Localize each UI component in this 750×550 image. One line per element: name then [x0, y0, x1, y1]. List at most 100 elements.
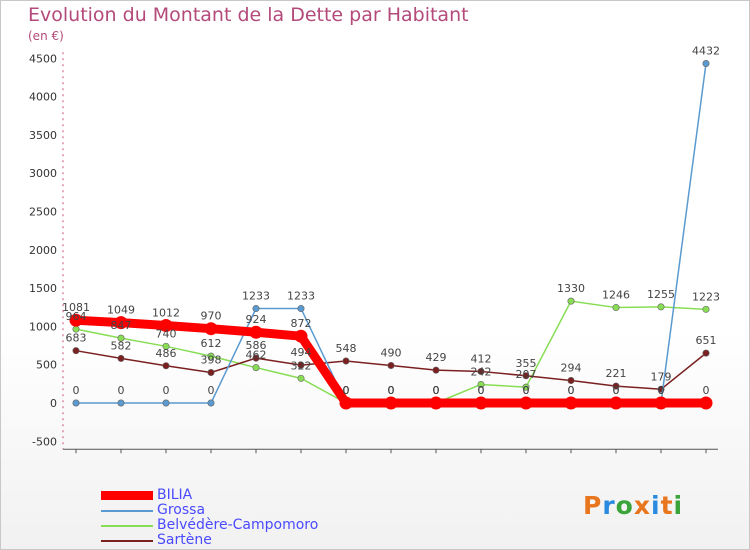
data-point [162, 399, 170, 407]
data-label: 355 [516, 357, 537, 370]
data-label: 1233 [242, 290, 270, 303]
y-tick-label: 1000 [29, 320, 57, 333]
data-point [612, 382, 620, 390]
data-point [387, 361, 395, 369]
data-label: 4432 [692, 45, 720, 58]
data-label: 494 [291, 346, 312, 359]
data-point [612, 304, 620, 312]
data-label: 0 [523, 384, 530, 397]
data-point [567, 376, 575, 384]
data-label: 847 [111, 319, 132, 332]
data-label: 242 [471, 365, 492, 378]
data-point [204, 322, 218, 336]
data-label: 1255 [647, 288, 675, 301]
logo-letter: o [615, 491, 634, 520]
data-label: 0 [703, 384, 710, 397]
data-point [522, 383, 530, 391]
y-tick-label: -500 [32, 435, 57, 448]
data-label: 322 [291, 359, 312, 372]
legend-swatch [101, 491, 153, 500]
data-point [522, 372, 530, 380]
legend-item: Grossa [101, 503, 318, 518]
data-label: 0 [118, 384, 125, 397]
data-point [72, 347, 80, 355]
line-chart: -500 0 500 1000 1500 2000 2500 3000 3500 4000 4500… [29, 45, 720, 454]
data-point [654, 396, 668, 410]
chart-title: Evolution du Montant de la Dette par Hab… [28, 4, 469, 26]
data-label: 0 [163, 384, 170, 397]
data-point [162, 362, 170, 370]
data-label: 548 [336, 342, 357, 355]
data-point [252, 305, 260, 313]
logo-letter: x [633, 491, 651, 520]
data-label: 412 [471, 352, 492, 365]
y-tick-label: 4000 [29, 91, 57, 104]
data-label: 964 [66, 310, 87, 323]
data-label: 0 [658, 384, 665, 397]
data-point [297, 374, 305, 382]
data-label: 0 [478, 384, 485, 397]
data-label: 0 [478, 384, 485, 397]
data-point [297, 361, 305, 369]
data-label: 429 [426, 351, 447, 364]
data-label: 0 [568, 384, 575, 397]
data-point [117, 334, 125, 342]
chart-subtitle: (en €) [28, 29, 64, 43]
data-label: 0 [208, 384, 215, 397]
data-point [432, 366, 440, 374]
data-point [699, 396, 713, 410]
data-label: 294 [561, 361, 582, 374]
data-label: 586 [246, 339, 267, 352]
data-label: 683 [66, 332, 87, 345]
data-label: 0 [523, 384, 530, 397]
y-tick-label: 3500 [29, 129, 57, 142]
data-label: 221 [606, 367, 627, 380]
legend-item: Belvédère-Campomoro [101, 518, 318, 533]
data-point [609, 396, 623, 410]
y-tick-label: 1500 [29, 282, 57, 295]
data-point [342, 357, 350, 365]
data-label: 0 [343, 384, 350, 397]
data-point [474, 396, 488, 410]
data-label: 1049 [107, 304, 135, 317]
data-point [294, 329, 308, 343]
data-point [567, 297, 575, 305]
data-point [207, 369, 215, 377]
data-point [117, 399, 125, 407]
data-label: 207 [516, 368, 537, 381]
logo-letter: r [602, 491, 616, 520]
data-point [477, 367, 485, 375]
data-label: 0 [388, 384, 395, 397]
data-point [477, 380, 485, 388]
data-point [339, 396, 353, 410]
data-label: 0 [568, 384, 575, 397]
data-label: 872 [291, 317, 312, 330]
legend-swatch [101, 509, 153, 512]
data-label: 0 [433, 384, 440, 397]
data-label: 462 [246, 349, 267, 362]
data-label: 612 [201, 337, 222, 350]
data-label: 0 [343, 384, 350, 397]
data-label: 1223 [692, 290, 720, 303]
data-point [114, 316, 128, 330]
data-point [252, 364, 260, 372]
data-label: 1233 [287, 290, 315, 303]
data-label: 0 [433, 384, 440, 397]
data-point [117, 354, 125, 362]
data-point [702, 305, 710, 313]
data-label: 970 [201, 310, 222, 323]
data-label: 179 [651, 370, 672, 383]
legend-swatch [101, 539, 153, 542]
data-point [249, 325, 263, 339]
data-label: 924 [246, 313, 267, 326]
y-tick-label: 0 [50, 397, 57, 410]
legend-item: Sartène [101, 533, 318, 548]
data-label: 1246 [602, 289, 630, 302]
data-label: 0 [613, 384, 620, 397]
data-label: 0 [433, 384, 440, 397]
data-point [564, 396, 578, 410]
data-point [69, 313, 83, 327]
legend-swatch [101, 524, 153, 527]
data-label: 1081 [62, 301, 90, 314]
data-point [207, 399, 215, 407]
